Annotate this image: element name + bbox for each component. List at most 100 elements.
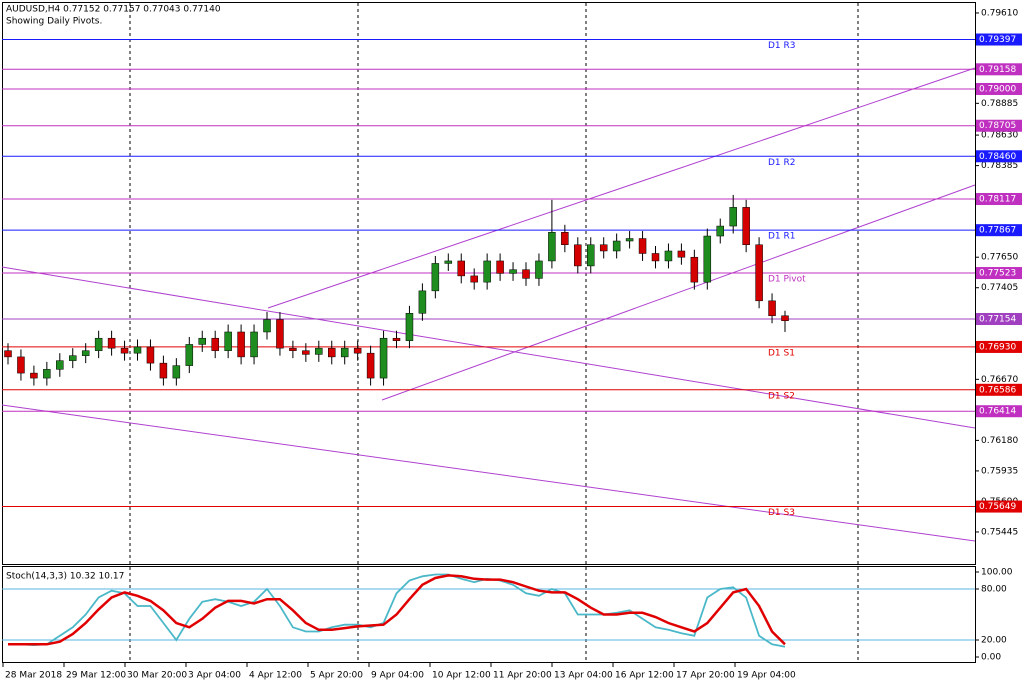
level-name: D1 S2	[768, 391, 795, 401]
candle-body	[120, 347, 129, 354]
level-box	[976, 119, 1022, 132]
candle-body	[146, 346, 155, 364]
chart-title: AUDUSD,H4 0.77152 0.77157 0.77043 0.7714…	[6, 5, 221, 15]
candle-body	[561, 232, 569, 245]
stoch-line	[8, 574, 786, 646]
candle-body	[4, 350, 12, 358]
candle-body	[742, 207, 750, 245]
candle-body	[587, 244, 595, 267]
candle-body	[444, 260, 453, 264]
level-box	[976, 313, 1022, 326]
y-tick-label: 0.77650	[981, 253, 1018, 263]
x-tick-label: 17 Apr 20:00	[676, 671, 735, 681]
x-tick-label: 19 Apr 04:00	[737, 671, 796, 681]
chart-subtitle: Showing Daily Pivots.	[6, 17, 102, 27]
y-tick-label: 20.00	[981, 636, 1007, 646]
candle-body	[315, 347, 323, 355]
candle-body	[781, 315, 789, 322]
level-name: D1 S3	[768, 508, 795, 518]
candle-body	[56, 360, 64, 370]
x-tick-label: 9 Apr 04:00	[371, 671, 424, 681]
x-tick-label: 29 Mar 12:00	[66, 671, 126, 681]
candle-body	[612, 240, 621, 252]
candle-body	[379, 337, 388, 379]
level-box	[976, 224, 1022, 237]
candle-body	[418, 290, 427, 314]
stoch-line	[8, 573, 786, 648]
candle-body	[366, 352, 375, 379]
candle-body	[43, 369, 51, 379]
y-tick-label: 0.76180	[981, 436, 1018, 446]
candle-body	[677, 250, 686, 258]
y-tick-label: 0.75445	[981, 527, 1018, 537]
candle-body	[107, 337, 116, 349]
level-label: 0.76930	[979, 342, 1016, 352]
level-box	[976, 340, 1022, 353]
level-label: 0.75649	[979, 502, 1016, 512]
candle-body	[522, 269, 530, 279]
candle-body	[703, 235, 712, 283]
candle-body	[431, 263, 440, 292]
level-box	[976, 63, 1022, 76]
y-tick-label: 0.78385	[981, 161, 1018, 171]
candle-body	[289, 347, 297, 351]
y-tick-label: 0.79610	[981, 8, 1018, 18]
y-tick-label: 0.78630	[981, 131, 1018, 141]
level-name: D1 R2	[768, 158, 796, 168]
trend-line	[1, 266, 976, 429]
candle-body	[470, 275, 478, 283]
x-tick-label: 13 Apr 04:00	[554, 671, 613, 681]
level-label: 0.79158	[979, 65, 1016, 75]
candle-body	[496, 260, 504, 274]
level-label: 0.77154	[979, 315, 1016, 325]
x-tick-label: 28 Mar 2018	[5, 671, 62, 681]
candle-body	[17, 356, 25, 374]
level-label: 0.76414	[979, 407, 1016, 417]
level-label: 0.77523	[979, 269, 1016, 279]
candle-body	[599, 244, 608, 252]
candle-body	[94, 337, 103, 351]
level-label: 0.76586	[979, 385, 1016, 395]
level-box	[976, 193, 1022, 206]
y-tick-label: 0.00	[981, 653, 1001, 663]
x-tick-label: 4 Apr 12:00	[249, 671, 302, 681]
candle-body	[328, 347, 336, 358]
level-label: 0.78705	[979, 121, 1016, 131]
stoch-panel	[2, 566, 976, 663]
y-tick-label: 100.00	[981, 568, 1013, 578]
candle-body	[276, 319, 284, 349]
x-tick-label: 11 Apr 20:00	[493, 671, 552, 681]
level-label: 0.78117	[979, 195, 1016, 205]
y-tick-label: 80.00	[981, 585, 1007, 595]
trend-line	[381, 184, 976, 401]
level-name: D1 Pivot	[768, 275, 806, 285]
candle-body	[664, 250, 673, 262]
candle-body	[535, 260, 543, 279]
level-label: 0.78460	[979, 152, 1016, 162]
level-box	[976, 405, 1022, 418]
candle-body	[690, 256, 699, 283]
y-tick-label: 0.77405	[981, 283, 1018, 293]
level-name: D1 S1	[768, 348, 795, 358]
candle-body	[159, 362, 168, 379]
candle-body	[651, 253, 660, 262]
candle-body	[224, 331, 232, 351]
level-label: 0.77867	[979, 226, 1016, 236]
candle-body	[625, 238, 634, 242]
level-label: 0.79000	[979, 84, 1016, 94]
candle-body	[211, 337, 219, 351]
candle-body	[755, 244, 763, 302]
level-name: D1 R3	[768, 41, 796, 51]
candle-body	[392, 337, 401, 341]
level-box	[976, 267, 1022, 280]
trend-line	[267, 67, 976, 309]
candle-body	[548, 232, 556, 262]
candle-body	[133, 346, 142, 354]
candle-body	[509, 269, 517, 274]
trend-line	[1, 404, 976, 542]
x-tick-label: 30 Mar 20:00	[127, 671, 187, 681]
x-tick-label: 16 Apr 12:00	[615, 671, 674, 681]
level-box	[976, 150, 1022, 163]
candle-body	[302, 350, 310, 355]
candle-body	[198, 337, 206, 345]
